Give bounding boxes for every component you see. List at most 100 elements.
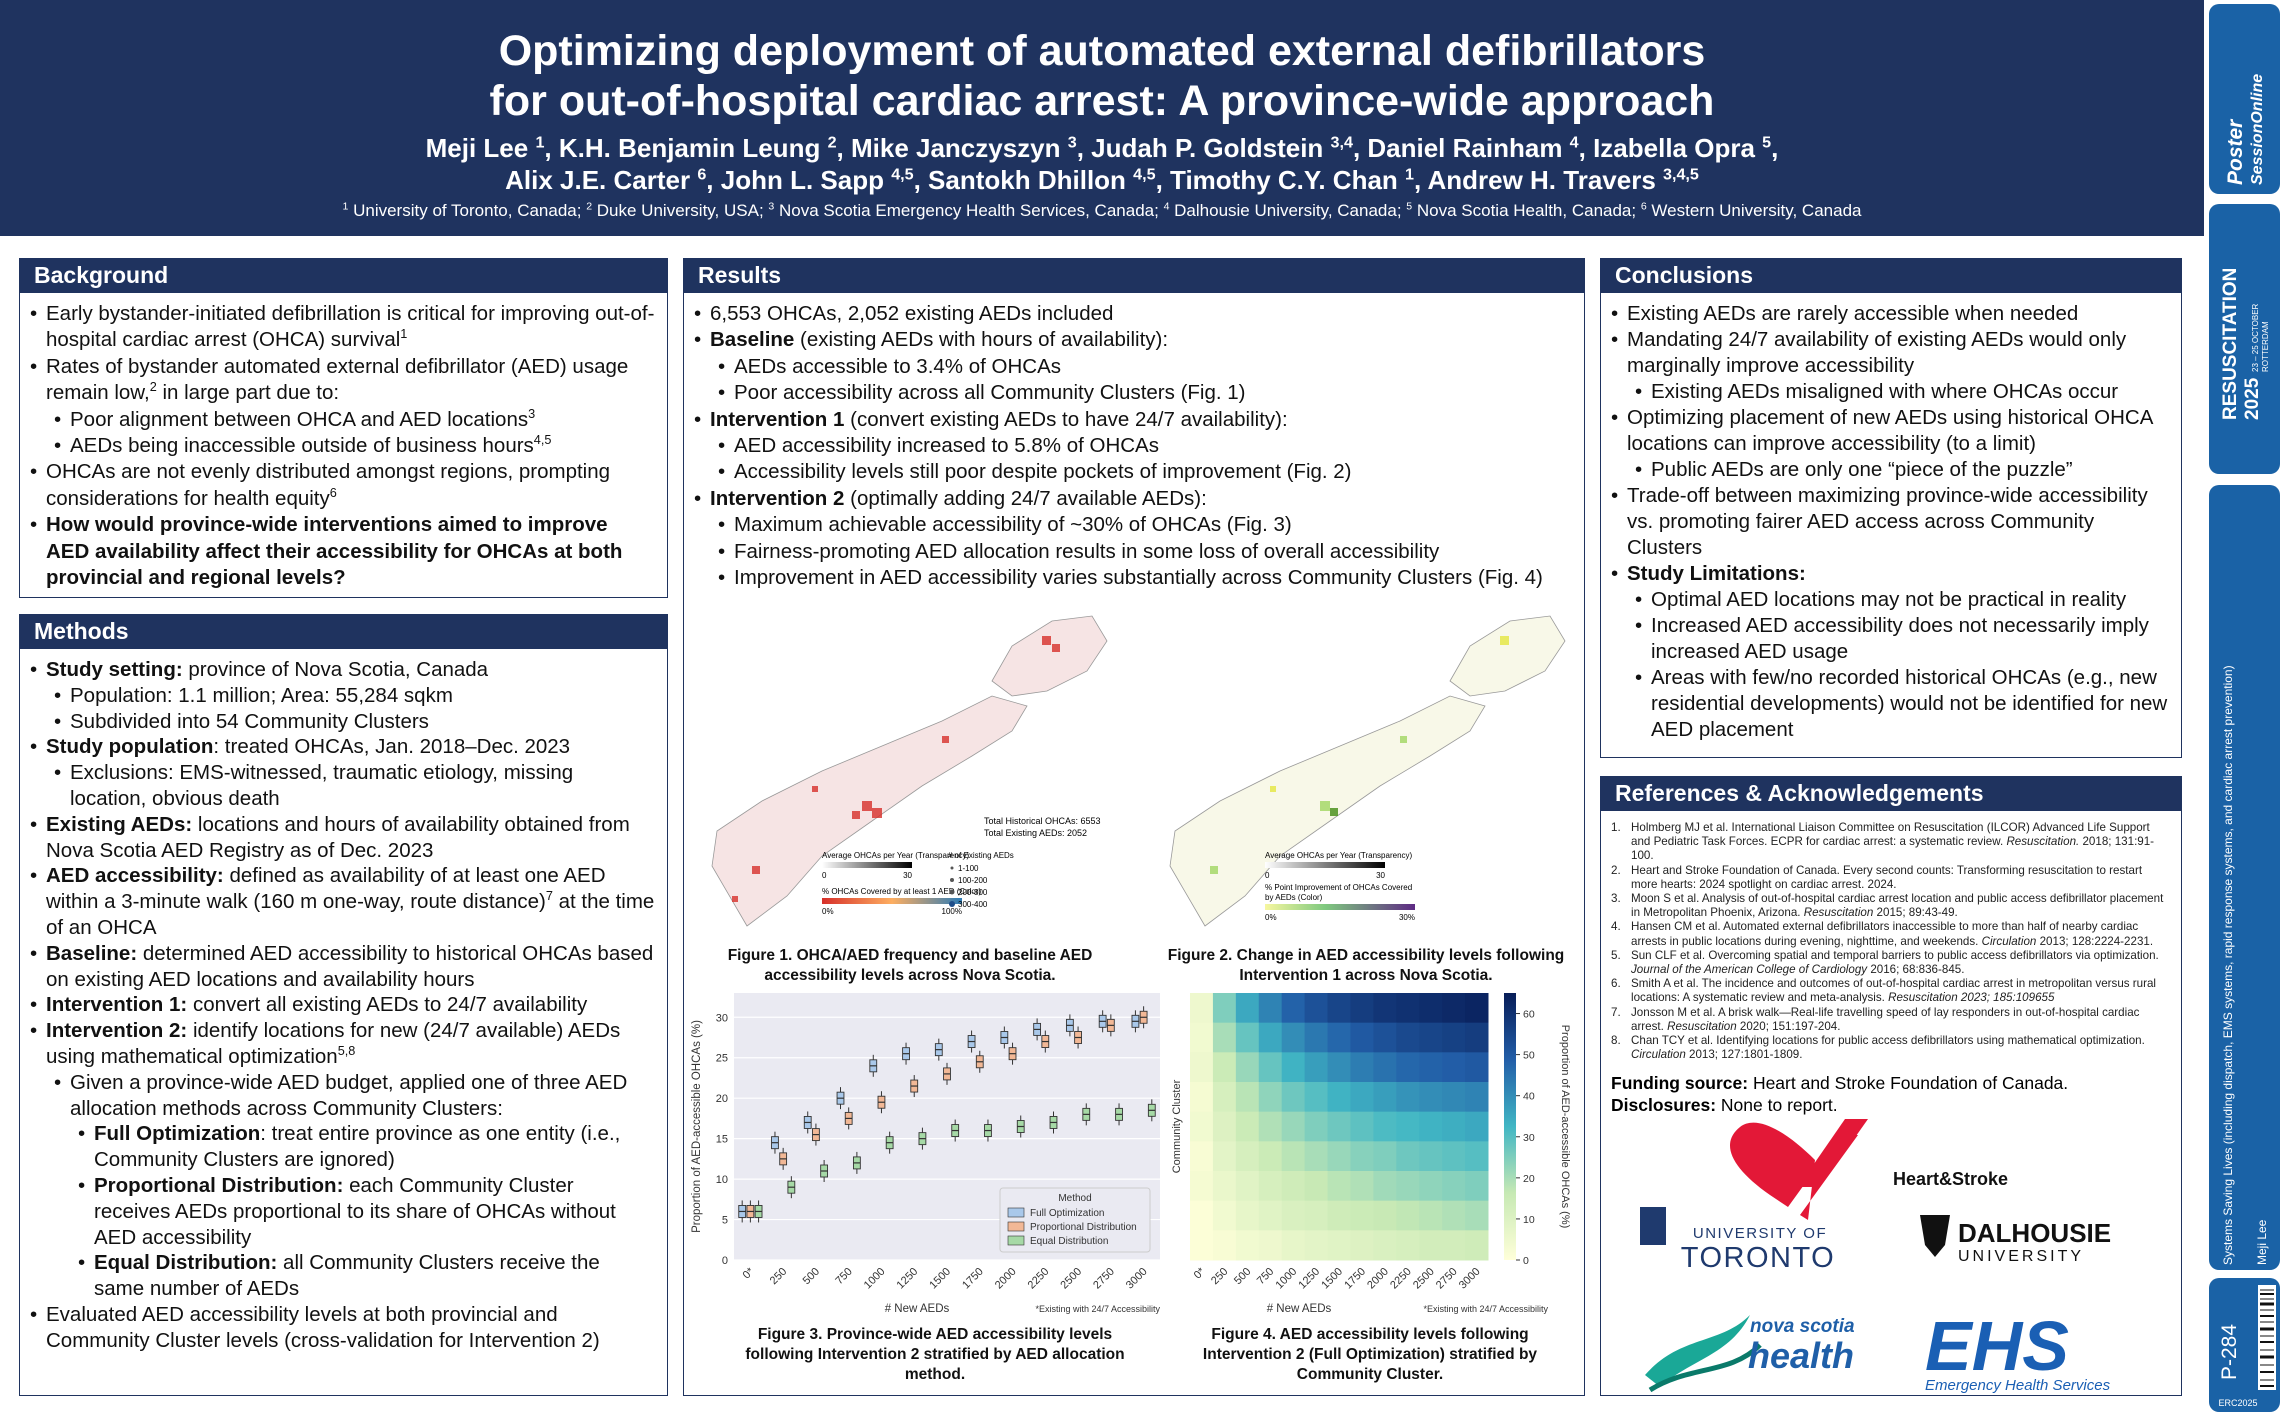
italic-run: Resuscitation 2023; 185:109655 (1888, 991, 2055, 1005)
reference-list: 1. Holmberg MJ et al. International Liais… (1601, 811, 2181, 1062)
legend-tick: 0 (822, 871, 827, 880)
heatmap-cell (1190, 1141, 1214, 1172)
heatmap-cell (1419, 1171, 1443, 1202)
bullet-item: Optimizing placement of new AEDs using h… (1607, 405, 2169, 457)
superscript: 3,4,5 (1663, 165, 1699, 184)
bullet-item: Evaluated AED accessibility levels at bo… (26, 1302, 655, 1354)
x-axis-label: # New AEDs (1267, 1303, 1332, 1315)
bullet-item: Baseline (existing AEDs with hours of av… (690, 327, 1570, 354)
bullet-item: AED accessibility: defined as availabili… (26, 863, 655, 940)
superscript: 1 (1405, 165, 1414, 184)
map-cells (1210, 636, 1509, 874)
heatmap-cell (1419, 1082, 1443, 1113)
heatmap-cell (1190, 1111, 1214, 1142)
heatmap-cell (1235, 1082, 1260, 1113)
reference: 3. Moon S et al. Analysis of out-of-hospi… (1611, 892, 2167, 920)
text-run: 2015; 89:43-49. (1873, 906, 1958, 920)
heatmap-cell (1465, 1022, 1489, 1053)
sidebar-text: SessionOnline (2249, 74, 2266, 185)
bullet-item: Optimal AED locations may not be practic… (1607, 587, 2169, 613)
text-run: Mandating 24/7 availability of existing … (1627, 328, 2127, 377)
heatmap-cell (1304, 1111, 1329, 1142)
sidebar-text: ROTTERDAM (2261, 321, 2270, 372)
legend-label: 300-400 (958, 900, 988, 909)
bold-run: Intervention 2 (710, 486, 845, 510)
heatmap-cell (1281, 1022, 1306, 1053)
bullet-item: Baseline: determined AED accessibility t… (26, 941, 655, 993)
heatmap-cell (1212, 1200, 1237, 1231)
legend-title: by AEDs (Color) (1265, 893, 1323, 902)
bullet-item: AEDs accessible to 3.4% of OHCAs (690, 354, 1570, 381)
bullet-item: Public AEDs are only one “piece of the p… (1607, 457, 2169, 483)
colorbar-tick-label: 20 (1523, 1173, 1535, 1185)
bullet-list: Early bystander-initiated defibrillation… (20, 293, 667, 591)
x-tick-label: 2500 (1411, 1266, 1437, 1292)
heatmap-cell (1258, 1200, 1283, 1231)
italic-run: Resuscitation (1803, 906, 1874, 920)
superscript: 2 (149, 379, 157, 395)
bullet-item: Existing AEDs are rarely accessible when… (1607, 301, 2169, 327)
bullet-item: Study setting: province of Nova Scotia, … (26, 657, 655, 683)
heatmap-cell (1419, 1022, 1443, 1053)
y-axis-label: Proportion of AED-accessible OHCAs (%) (691, 1020, 703, 1233)
text-run: , Daniel Rainham (1352, 133, 1570, 163)
x-tick-label: 500 (801, 1266, 822, 1287)
map-land (991, 615, 1108, 697)
heatmap-cell (1419, 1111, 1443, 1142)
bold-run: Intervention 1: (46, 993, 188, 1017)
heatmap-cell (1442, 1022, 1466, 1053)
reference: 7. Jonsson M et al. A brisk walk—Real-lif… (1611, 1006, 2167, 1034)
x-tick-label: 1000 (1273, 1266, 1299, 1292)
logo-text: TORONTO (1681, 1242, 1835, 1274)
x-tick-label: 2750 (1434, 1266, 1460, 1292)
map-total: Total Historical OHCAs: 6553 (984, 816, 1101, 826)
text-run: Sun CLF et al. Overcoming spatial and te… (1631, 948, 2159, 962)
text-run: Population: 1.1 million; Area: 55,284 sq… (70, 683, 453, 707)
text-run: (convert existing AEDs to have 24/7 avai… (844, 407, 1288, 431)
text-run: Areas with few/no recorded historical OH… (1651, 666, 2168, 741)
legend-frame (999, 1187, 1151, 1253)
heatmap-cell (1281, 1200, 1306, 1231)
colorbar-tick-label: 60 (1523, 1009, 1535, 1021)
bullet-item: How would province-wide interventions ai… (26, 512, 655, 591)
title-line: for out-of-hospital cardiac arrest: A pr… (489, 77, 1715, 125)
y-tick-label: 25 (716, 1053, 728, 1065)
heatmap-cell (1190, 1082, 1214, 1113)
x-tick-label: 2500 (1058, 1266, 1084, 1292)
text-run: Accessibility levels still poor despite … (734, 460, 1352, 484)
heatmap-cell (1442, 993, 1466, 1024)
legend-tick: 30 (903, 871, 912, 880)
heatmap-cell (1350, 1200, 1374, 1231)
legend-label: Proportional Distribution (1030, 1222, 1137, 1233)
heatmap-cell (1190, 1171, 1214, 1202)
logos: Heart&Stroke UNIVERSITY OF TORONTO DALHO… (1640, 1119, 2111, 1394)
heatmap-cell (1465, 1082, 1489, 1113)
heatmap-cell (1190, 1230, 1214, 1261)
colorbar-tick-label: 50 (1523, 1050, 1535, 1062)
superscript: 2 (586, 200, 593, 213)
bullet-item: Proportional Distribution: each Communit… (26, 1173, 655, 1250)
bullet-item: OHCAs are not evenly distributed amongst… (26, 459, 655, 512)
legend-tick: 0% (822, 907, 834, 916)
heatmap-cell (1350, 1022, 1374, 1053)
heatmap-cell (1419, 1141, 1443, 1172)
legend-bar (1265, 904, 1415, 910)
figure-caption: Figure 4. AED accessibility levels follo… (1202, 1326, 1538, 1383)
heatmap-cell (1212, 993, 1237, 1024)
section-heading: Background (20, 259, 667, 293)
heatmap-cell (1190, 1200, 1214, 1231)
text-run: all Community Clusters receive the same … (94, 1251, 600, 1301)
italic-run: Resuscitation. (2006, 835, 2080, 849)
text-run: Optimal AED locations may not be practic… (1651, 588, 2127, 611)
bullet-item: Intervention 2 (optimally adding 24/7 av… (690, 486, 1570, 513)
sidebar: Poster SessionOnline RESUSCITATION 2025 … (2209, 4, 2280, 1412)
x-tick-label: 0* (741, 1265, 757, 1281)
text-run: Meji Lee (425, 133, 536, 163)
bullet-item: AED accessibility increased to 5.8% of O… (690, 433, 1570, 460)
heatmap-cell (1373, 1200, 1397, 1231)
header: Optimizing deployment of automated exter… (0, 0, 2204, 236)
superscript: 3 (1067, 133, 1077, 152)
reference-number: 8. (1611, 1034, 1621, 1048)
bold-run: How would province-wide interventions ai… (46, 513, 623, 590)
legend-label: Equal Distribution (1030, 1236, 1108, 1247)
